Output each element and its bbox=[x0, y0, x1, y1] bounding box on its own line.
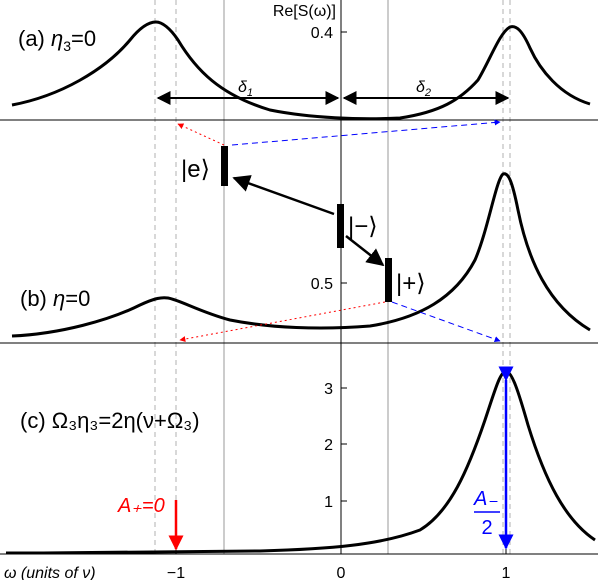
ytick-label-c1: 1 bbox=[324, 494, 333, 511]
transition-to-plus bbox=[345, 235, 385, 267]
state-e-label: |e⟩ bbox=[181, 156, 210, 183]
panel-b-label: (b) η=0 bbox=[20, 286, 90, 311]
a-minus-numerator: A₋ bbox=[473, 488, 498, 510]
delta-annotations: δ1 δ2 bbox=[156, 79, 510, 105]
map-plus-to-plus-peak-b bbox=[179, 301, 386, 342]
level-e-bar bbox=[221, 146, 228, 186]
x-ticks: −1 0 1 bbox=[167, 548, 511, 580]
curve-panel-a bbox=[11, 20, 591, 121]
delta2-label: δ2 bbox=[416, 79, 431, 99]
xtick-label-1: 1 bbox=[502, 565, 511, 580]
ytick-label-a: 0.4 bbox=[311, 25, 333, 42]
transition-to-e bbox=[232, 175, 335, 216]
delta1-label: δ1 bbox=[238, 79, 253, 99]
level-plus-bar bbox=[385, 258, 392, 302]
curve-panel-b bbox=[11, 172, 591, 338]
ytick-label-c2: 2 bbox=[324, 437, 333, 454]
amplitude-annotations: A₊=0 A₋ 2 bbox=[117, 366, 514, 551]
x-axis-label: ω (units of ν) bbox=[4, 565, 96, 580]
ytick-label-b: 0.5 bbox=[311, 276, 333, 293]
curve-panel-c bbox=[5, 369, 596, 555]
a-minus-denominator: 2 bbox=[481, 517, 492, 539]
xtick-label-neg1: −1 bbox=[167, 565, 185, 580]
xtick-label-0: 0 bbox=[337, 565, 346, 580]
panel-a-label: (a) η3=0 bbox=[18, 26, 96, 54]
level-minus-bar bbox=[337, 204, 344, 248]
map-e-to-minus-peak-a bbox=[231, 119, 501, 146]
state-minus-label: |−⟩ bbox=[348, 213, 378, 240]
a-plus-label: A₊=0 bbox=[117, 495, 165, 517]
ytick-label-c3: 3 bbox=[324, 381, 333, 398]
state-plus-label: |+⟩ bbox=[396, 270, 426, 297]
y-axis-label: Re[S(ω)] bbox=[273, 3, 336, 20]
y-ticks: 0.4 0.5 1 2 3 bbox=[311, 25, 347, 511]
map-e-to-plus-peak-a bbox=[177, 123, 225, 146]
level-diagram: |e⟩ |−⟩ |+⟩ bbox=[177, 119, 501, 342]
panel-c-label: (c) Ω₃η₃=2η(ν+Ω₃) bbox=[20, 408, 200, 433]
map-plus-to-minus-peak-b bbox=[391, 301, 501, 342]
